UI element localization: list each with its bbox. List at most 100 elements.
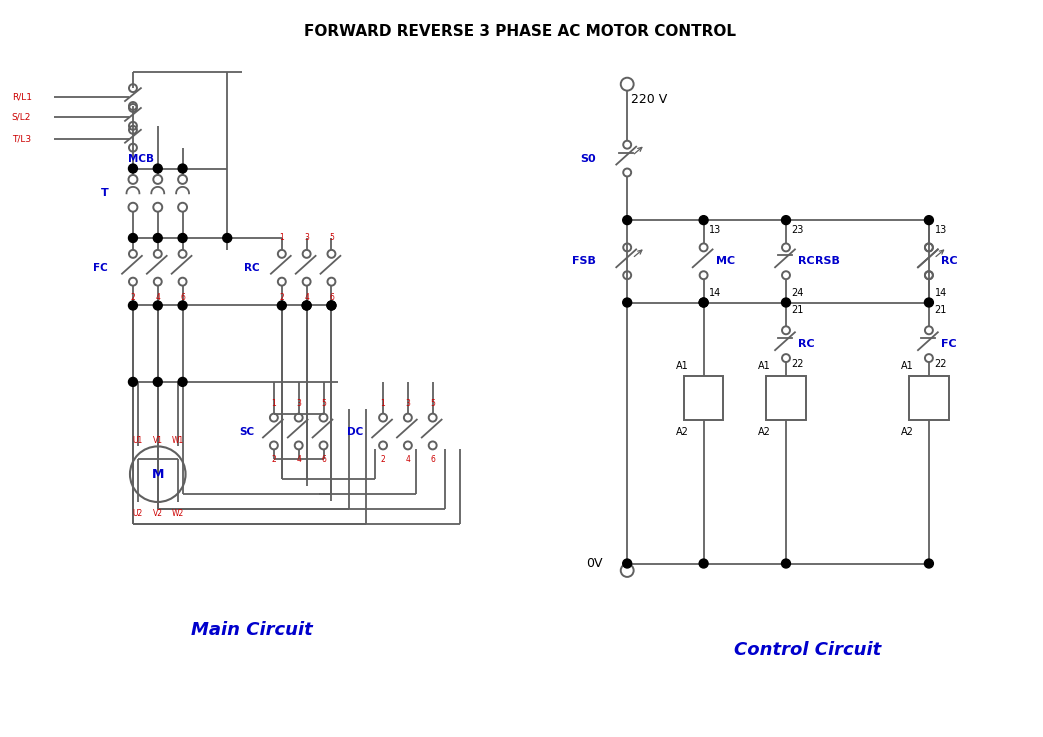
Circle shape bbox=[781, 298, 791, 307]
FancyBboxPatch shape bbox=[684, 376, 724, 419]
Circle shape bbox=[223, 234, 232, 242]
Text: 6: 6 bbox=[180, 293, 185, 302]
Text: 6: 6 bbox=[321, 455, 326, 464]
Circle shape bbox=[924, 559, 933, 568]
Text: 5: 5 bbox=[430, 399, 435, 408]
Text: FC: FC bbox=[941, 339, 956, 349]
Circle shape bbox=[924, 298, 933, 307]
Text: Control Circuit: Control Circuit bbox=[734, 641, 881, 659]
Text: 22: 22 bbox=[935, 359, 947, 369]
Circle shape bbox=[924, 216, 933, 225]
Text: A2: A2 bbox=[676, 427, 688, 436]
Circle shape bbox=[623, 216, 632, 225]
Circle shape bbox=[128, 377, 138, 386]
Text: W2: W2 bbox=[171, 509, 184, 518]
Text: 6: 6 bbox=[329, 293, 334, 302]
Text: S0: S0 bbox=[580, 153, 596, 164]
Text: A1: A1 bbox=[676, 361, 688, 371]
Circle shape bbox=[699, 298, 708, 307]
Text: 13: 13 bbox=[709, 225, 722, 235]
Circle shape bbox=[153, 234, 163, 242]
Circle shape bbox=[326, 301, 336, 310]
Text: 2: 2 bbox=[280, 293, 284, 302]
Circle shape bbox=[623, 559, 632, 568]
Circle shape bbox=[302, 301, 311, 310]
Text: 5: 5 bbox=[321, 399, 326, 408]
Circle shape bbox=[699, 298, 708, 307]
Text: 220 V: 220 V bbox=[631, 93, 668, 105]
Circle shape bbox=[302, 301, 311, 310]
Circle shape bbox=[153, 164, 163, 173]
Text: FSB: FSB bbox=[572, 256, 596, 266]
Circle shape bbox=[326, 301, 336, 310]
Text: V1: V1 bbox=[152, 436, 163, 445]
Text: SC: SC bbox=[239, 427, 254, 436]
Circle shape bbox=[153, 377, 163, 386]
Text: A2: A2 bbox=[901, 427, 914, 436]
Text: V2: V2 bbox=[152, 509, 163, 518]
Text: T: T bbox=[100, 189, 108, 198]
Text: MC: MC bbox=[694, 393, 713, 403]
Text: MCB: MCB bbox=[128, 153, 154, 164]
Text: 2: 2 bbox=[130, 293, 136, 302]
Text: W1: W1 bbox=[171, 436, 184, 445]
Text: FC: FC bbox=[778, 393, 794, 403]
Text: 1: 1 bbox=[280, 234, 284, 242]
Text: S/L2: S/L2 bbox=[11, 113, 31, 122]
Circle shape bbox=[178, 234, 187, 242]
Text: 14: 14 bbox=[935, 287, 947, 298]
Text: 23: 23 bbox=[792, 225, 804, 235]
Text: RC: RC bbox=[798, 339, 815, 349]
Text: RC: RC bbox=[244, 263, 260, 273]
Circle shape bbox=[128, 234, 138, 242]
Text: Main Circuit: Main Circuit bbox=[191, 621, 313, 639]
Circle shape bbox=[623, 298, 632, 307]
Text: RC: RC bbox=[921, 393, 938, 403]
Text: 13: 13 bbox=[935, 225, 947, 235]
Circle shape bbox=[128, 164, 138, 173]
Text: A1: A1 bbox=[758, 361, 771, 371]
Circle shape bbox=[699, 559, 708, 568]
Text: RC: RC bbox=[941, 256, 957, 266]
Text: R/L1: R/L1 bbox=[11, 93, 32, 102]
Text: 3: 3 bbox=[296, 399, 301, 408]
Text: FC: FC bbox=[94, 263, 108, 273]
Circle shape bbox=[781, 559, 791, 568]
Circle shape bbox=[277, 301, 286, 310]
Text: 4: 4 bbox=[296, 455, 301, 464]
Text: 3: 3 bbox=[406, 399, 410, 408]
Text: RSB: RSB bbox=[815, 256, 840, 266]
Circle shape bbox=[178, 301, 187, 310]
Text: 21: 21 bbox=[935, 305, 947, 315]
Text: 3: 3 bbox=[305, 234, 309, 242]
Text: 0V: 0V bbox=[586, 557, 603, 570]
Text: FORWARD REVERSE 3 PHASE AC MOTOR CONTROL: FORWARD REVERSE 3 PHASE AC MOTOR CONTROL bbox=[304, 24, 736, 39]
Text: 1: 1 bbox=[381, 399, 386, 408]
Text: MC: MC bbox=[715, 256, 734, 266]
Circle shape bbox=[781, 216, 791, 225]
Text: A2: A2 bbox=[758, 427, 771, 436]
Text: A1: A1 bbox=[901, 361, 914, 371]
Circle shape bbox=[153, 301, 163, 310]
Text: T/L3: T/L3 bbox=[11, 134, 31, 143]
FancyBboxPatch shape bbox=[909, 376, 949, 419]
Text: 1: 1 bbox=[271, 399, 276, 408]
Text: DC: DC bbox=[347, 427, 363, 436]
Text: 2: 2 bbox=[381, 455, 386, 464]
Text: 14: 14 bbox=[709, 287, 722, 298]
Text: 3: 3 bbox=[155, 234, 161, 242]
Text: U1: U1 bbox=[132, 436, 143, 445]
Text: 4: 4 bbox=[305, 293, 309, 302]
Text: 22: 22 bbox=[792, 359, 804, 369]
Text: 5: 5 bbox=[180, 234, 185, 242]
FancyBboxPatch shape bbox=[767, 376, 806, 419]
Text: 1: 1 bbox=[130, 234, 136, 242]
Text: 4: 4 bbox=[406, 455, 410, 464]
Text: 21: 21 bbox=[792, 305, 804, 315]
Text: 24: 24 bbox=[792, 287, 804, 298]
Text: 5: 5 bbox=[329, 234, 334, 242]
Circle shape bbox=[128, 301, 138, 310]
Text: U2: U2 bbox=[132, 509, 143, 518]
Text: M: M bbox=[151, 468, 164, 481]
Circle shape bbox=[178, 164, 187, 173]
